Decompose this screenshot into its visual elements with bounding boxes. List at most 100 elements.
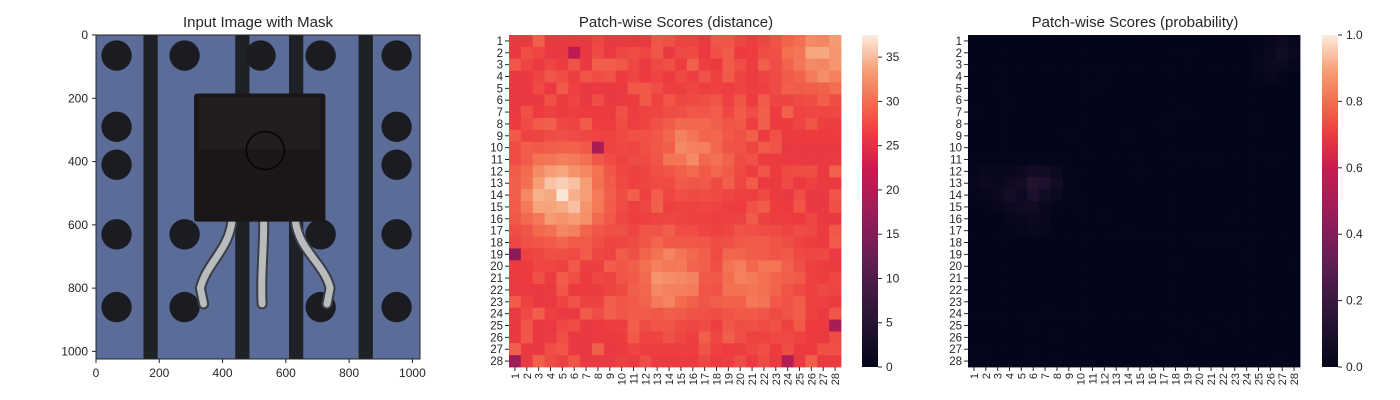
- probability-xtick-label-4: 4: [1005, 373, 1017, 379]
- distance-cell-r18-c4: [544, 236, 557, 249]
- distance-cell-r7-c23: [769, 106, 783, 119]
- probability-cell-r8-c15: [1134, 118, 1147, 131]
- distance-cell-r17-c14: [663, 224, 676, 237]
- probability-cell-r22-c16: [1145, 284, 1159, 297]
- distance-cell-r25-c22: [758, 319, 771, 332]
- distance-cell-r6-c24: [781, 94, 794, 107]
- probability-cell-r4-c17: [1157, 70, 1170, 83]
- probability-cell-r10-c3: [991, 141, 1004, 154]
- distance-ytick-label-26: 26: [490, 332, 503, 344]
- probability-cell-r8-c1: [968, 118, 981, 131]
- distance-cell-r20-c4: [544, 260, 557, 273]
- distance-cell-r2-c9: [603, 46, 617, 60]
- probability-cell-r6-c19: [1181, 94, 1194, 107]
- probability-cell-r1-c18: [1169, 35, 1182, 48]
- distance-cell-r24-c24: [781, 307, 794, 320]
- distance-cell-r1-c6: [568, 35, 581, 48]
- probability-cell-r3-c28: [1288, 58, 1301, 71]
- probability-cell-r23-c4: [1003, 295, 1016, 309]
- probability-cell-r18-c13: [1110, 236, 1123, 249]
- probability-cell-r10-c17: [1157, 141, 1170, 154]
- probability-cell-r27-c15: [1134, 343, 1147, 356]
- distance-cell-r8-c22: [758, 118, 771, 131]
- probability-cell-r28-c18: [1169, 355, 1182, 368]
- probability-cell-r25-c23: [1228, 319, 1242, 332]
- probability-cell-r25-c22: [1217, 319, 1230, 332]
- probability-cell-r6-c8: [1051, 94, 1064, 107]
- distance-cell-r12-c20: [734, 165, 747, 178]
- distance-cell-r10-c28: [829, 141, 842, 154]
- distance-cell-r20-c16: [686, 260, 700, 273]
- distance-cell-r2-c10: [615, 46, 628, 60]
- probability-cell-r6-c15: [1134, 94, 1147, 107]
- distance-cell-r17-c18: [710, 224, 723, 237]
- probability-cell-r1-c11: [1086, 35, 1099, 48]
- probability-xtick-label-23: 23: [1230, 373, 1242, 385]
- distance-cell-r10-c5: [556, 141, 569, 154]
- distance-cell-r8-c2: [520, 118, 534, 131]
- probability-cell-r5-c14: [1122, 82, 1135, 95]
- distance-ytick-label-10: 10: [490, 143, 503, 155]
- distance-cell-r19-c17: [698, 248, 711, 261]
- distance-cell-r12-c9: [603, 165, 617, 178]
- distance-cell-r8-c19: [722, 118, 735, 131]
- probability-cell-r1-c25: [1252, 35, 1265, 48]
- distance-cell-r3-c22: [758, 58, 771, 71]
- probability-cell-r3-c15: [1134, 58, 1147, 71]
- probability-cell-r7-c25: [1252, 106, 1265, 119]
- distance-cell-r10-c7: [580, 141, 593, 154]
- distance-cell-r1-c16: [686, 35, 700, 48]
- distance-cell-r7-c1: [509, 106, 522, 119]
- distance-cell-r23-c27: [817, 295, 830, 309]
- distance-cell-r1-c24: [781, 35, 794, 48]
- probability-cell-r2-c10: [1074, 46, 1087, 60]
- probability-cell-r7-c15: [1134, 106, 1147, 119]
- probability-cell-r19-c8: [1051, 248, 1064, 261]
- probability-ytick-label-13: 13: [949, 178, 962, 190]
- distance-cell-r24-c22: [758, 307, 771, 320]
- probability-cell-r3-c23: [1228, 58, 1242, 71]
- probability-cell-r19-c4: [1003, 248, 1016, 261]
- probability-cell-r5-c1: [968, 82, 981, 95]
- distance-cell-r25-c24: [781, 319, 794, 332]
- distance-cell-r17-c1: [509, 224, 522, 237]
- distance-cell-r9-c21: [746, 129, 759, 143]
- distance-cell-r17-c9: [603, 224, 617, 237]
- distance-cell-r7-c25: [793, 106, 806, 119]
- probability-cell-r18-c24: [1240, 236, 1253, 249]
- probability-cell-r22-c1: [968, 284, 981, 297]
- distance-cell-r8-c27: [817, 118, 830, 131]
- probability-cell-r4-c11: [1086, 70, 1099, 83]
- probability-cell-r24-c19: [1181, 307, 1194, 320]
- probability-xtick-label-13: 13: [1111, 373, 1123, 385]
- probability-cell-r8-c26: [1264, 118, 1277, 131]
- distance-cell-r12-c3: [532, 165, 545, 178]
- probability-cell-r10-c1: [968, 141, 981, 154]
- probability-cell-r1-c9: [1062, 35, 1076, 48]
- distance-cell-r19-c26: [805, 248, 818, 261]
- probability-cell-r20-c23: [1228, 260, 1242, 273]
- probability-cell-r3-c26: [1264, 58, 1277, 71]
- distance-cell-r22-c6: [568, 284, 581, 297]
- distance-cell-r13-c24: [781, 177, 794, 190]
- probability-ytick-label-4: 4: [956, 72, 963, 84]
- distance-cell-r7-c19: [722, 106, 735, 119]
- probability-cell-r1-c3: [991, 35, 1004, 48]
- probability-cell-r21-c1: [968, 272, 981, 285]
- distance-cell-r21-c7: [580, 272, 593, 285]
- probability-xtick-label-17: 17: [1159, 373, 1171, 385]
- probability-cell-r10-c18: [1169, 141, 1182, 154]
- probability-cell-r5-c19: [1181, 82, 1194, 95]
- distance-cell-r8-c9: [603, 118, 617, 131]
- probability-cell-r19-c21: [1205, 248, 1218, 261]
- probability-cell-r8-c27: [1276, 118, 1289, 131]
- distance-cell-r9-c5: [556, 129, 569, 143]
- probability-cell-r24-c26: [1264, 307, 1277, 320]
- board-hole-1: [101, 40, 132, 71]
- distance-cell-r27-c20: [734, 343, 747, 356]
- distance-cell-r6-c22: [758, 94, 771, 107]
- distance-cell-r17-c4: [544, 224, 557, 237]
- distance-cell-r21-c10: [615, 272, 628, 285]
- distance-cell-r18-c26: [805, 236, 818, 249]
- probability-cell-r16-c25: [1252, 212, 1265, 226]
